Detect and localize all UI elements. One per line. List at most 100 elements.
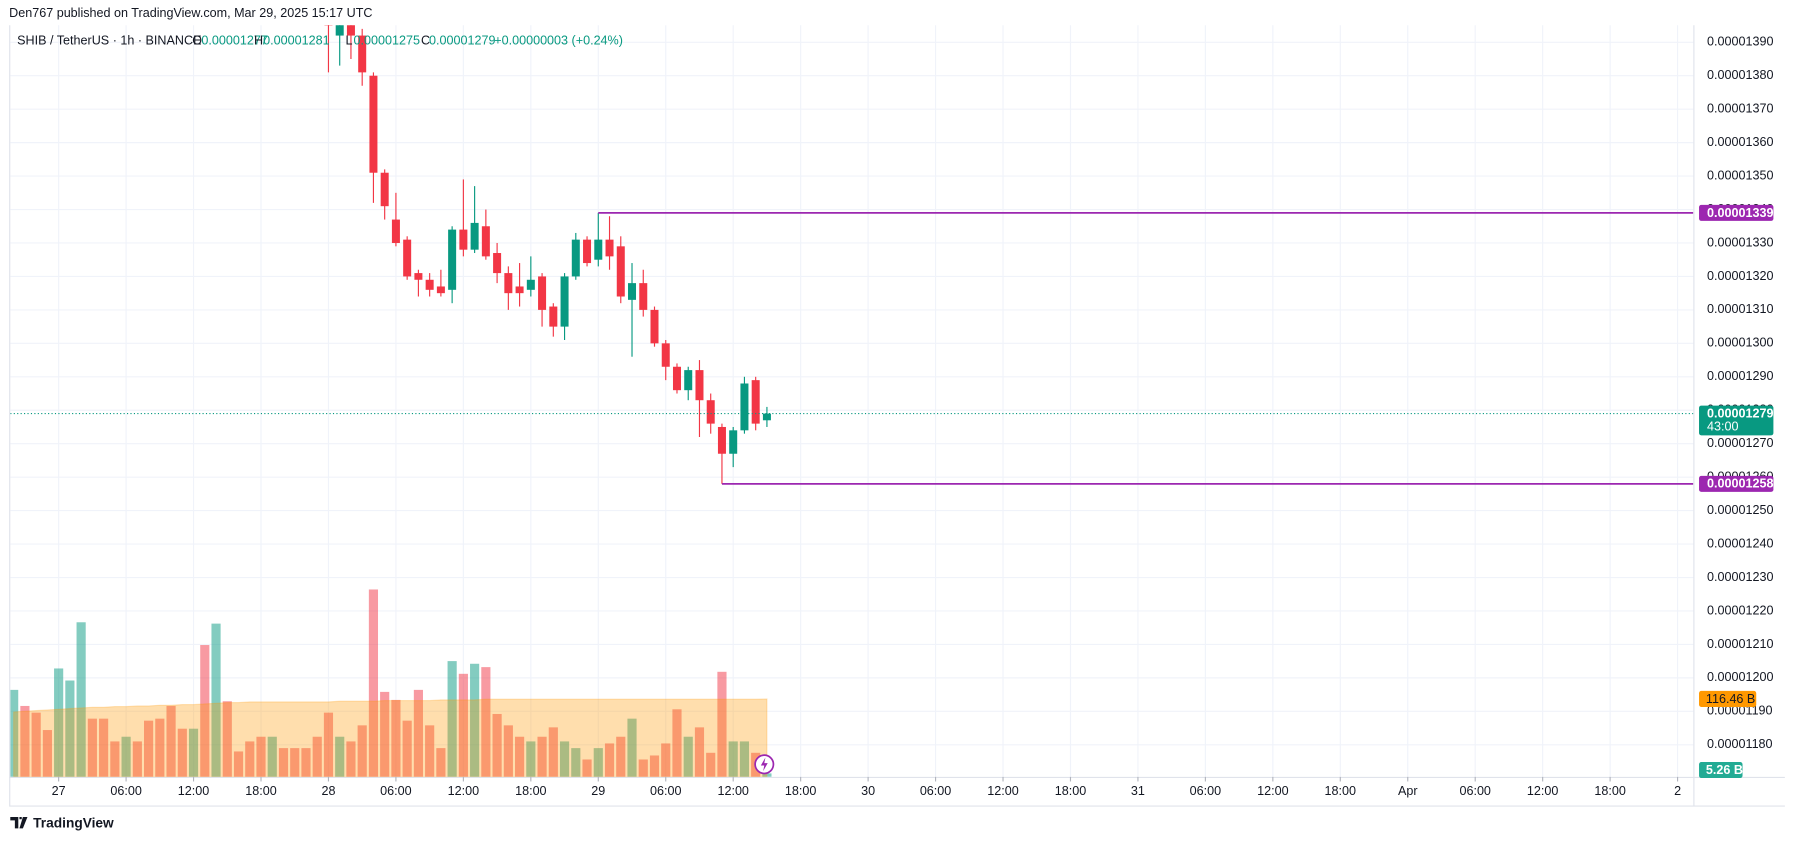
volume-bar	[694, 727, 705, 777]
volume-bar	[739, 741, 750, 777]
countdown: 43:00	[1707, 420, 1738, 434]
volume-bar	[323, 712, 334, 777]
level-label: 0.00001339	[1707, 206, 1773, 220]
candle-body	[515, 286, 524, 294]
candle-body	[571, 239, 580, 277]
x-tick-label: 06:00	[380, 784, 411, 798]
volume-bar	[177, 728, 187, 777]
x-tick-label: 18:00	[245, 784, 276, 798]
candle-body	[335, 25, 344, 36]
ohlc-letter: H	[254, 34, 263, 48]
volume-bar	[571, 748, 581, 777]
volume-bar	[425, 725, 435, 777]
ohlc-letter: C	[421, 34, 430, 48]
price-pane	[10, 25, 1694, 485]
volume-bar	[391, 699, 401, 777]
x-tick-label: 06:00	[1190, 784, 1221, 798]
volume-bar	[380, 691, 390, 777]
x-tick-label: 31	[1131, 784, 1145, 798]
volume-bar	[357, 725, 367, 777]
volume-bar	[200, 645, 210, 777]
volume-bar	[593, 748, 603, 777]
volume-bar	[346, 741, 356, 777]
y-tick-label: 0.00001250	[1707, 503, 1773, 517]
volume-bar	[144, 720, 154, 777]
ohlc-letter: L	[346, 34, 353, 48]
volume-bar	[188, 728, 199, 777]
volume-bar	[503, 725, 513, 777]
volume-bar	[42, 730, 52, 777]
x-tick-label: 06:00	[1459, 784, 1490, 798]
volume-ma-label: 116.46 B	[1706, 692, 1755, 706]
x-tick-label: 30	[861, 784, 875, 798]
volume-bar	[481, 667, 491, 777]
replay-icon[interactable]	[754, 754, 775, 775]
y-tick-label: 0.00001380	[1707, 68, 1773, 82]
x-tick-label: 12:00	[448, 784, 479, 798]
brand-name: TradingView	[33, 815, 114, 830]
x-tick-label: 12:00	[1527, 784, 1558, 798]
x-tick-label: 28	[321, 784, 335, 798]
x-tick-label: 27	[52, 784, 66, 798]
ohlc-value: 0.00001281	[263, 34, 329, 48]
volume-bar	[222, 701, 232, 777]
level-label-box	[1699, 475, 1774, 492]
candle-body	[504, 273, 513, 294]
x-tick-label: 12:00	[178, 784, 209, 798]
volume-bar	[76, 622, 86, 777]
candle-body	[717, 426, 726, 454]
volume-bar	[582, 759, 592, 777]
candle-body	[628, 283, 637, 300]
volume-bar	[683, 736, 693, 777]
volume-label: 5.26 B	[1706, 763, 1743, 777]
candle-body	[560, 276, 569, 327]
candle-body	[751, 380, 760, 424]
volume-bar	[436, 748, 446, 777]
candle-body	[436, 286, 445, 294]
candle-body	[583, 239, 592, 264]
volume-bar	[413, 689, 423, 777]
volume-bar	[211, 623, 221, 777]
candle-body	[695, 370, 704, 401]
candle-body	[493, 253, 502, 274]
candle-body	[324, 25, 333, 26]
ohlc-value: 0.00001275	[354, 34, 420, 48]
volume-bar	[717, 671, 727, 777]
x-tick-label: 29	[591, 784, 605, 798]
volume-bar	[548, 727, 558, 777]
level-label-box	[1699, 204, 1774, 221]
y-tick-label: 0.00001270	[1707, 436, 1773, 450]
candle-body	[425, 279, 434, 290]
volume-bar	[515, 736, 525, 777]
x-tick-label: 18:00	[1055, 784, 1086, 798]
volume-ma-label-box	[1699, 690, 1757, 707]
candle-body	[470, 222, 479, 250]
volume-bar	[87, 718, 97, 777]
y-tick-label: 0.00001390	[1707, 35, 1773, 49]
candle-body	[538, 276, 547, 310]
y-tick-label: 0.00001300	[1707, 336, 1773, 350]
x-tick-label: 18:00	[1594, 784, 1625, 798]
candle-body	[369, 75, 378, 173]
volume-bar	[301, 748, 311, 777]
change: +0.00000003 (+0.24%)	[494, 34, 623, 48]
volume-bar	[470, 663, 480, 777]
y-tick-label: 0.00001210	[1707, 637, 1773, 651]
x-tick-label: Apr	[1398, 784, 1418, 798]
y-tick-label: 0.00001240	[1707, 536, 1773, 550]
volume-bar	[537, 736, 547, 777]
legend: SHIB / TetherUS · 1h · BINANCE O 0.00001…	[17, 34, 623, 48]
candle-body	[616, 246, 625, 297]
volume-bar	[335, 736, 345, 777]
candle-body	[448, 229, 457, 290]
y-tick-label: 0.00001180	[1707, 737, 1773, 751]
candle-body	[391, 219, 400, 243]
y-tick-label: 0.00001220	[1707, 603, 1773, 617]
ohlc-value: 0.00001277	[201, 34, 267, 48]
volume-bar	[65, 680, 75, 777]
volume-bar	[110, 741, 120, 777]
volume-bar	[604, 743, 615, 777]
y-tick-label: 0.00001200	[1707, 670, 1773, 684]
